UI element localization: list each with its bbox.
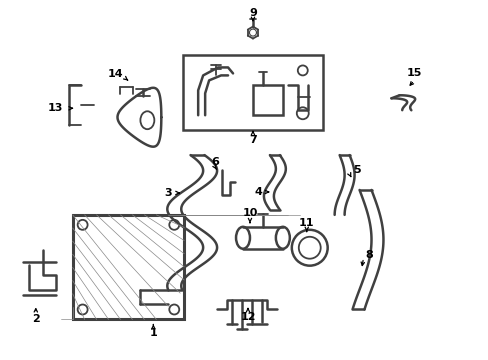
Text: 10: 10 <box>242 208 257 218</box>
Text: 12: 12 <box>240 312 255 323</box>
Text: 3: 3 <box>164 188 172 198</box>
Text: 1: 1 <box>149 328 157 338</box>
Bar <box>252 85 282 115</box>
Text: 5: 5 <box>352 165 360 175</box>
Text: 15: 15 <box>406 68 421 78</box>
Bar <box>183 55 322 130</box>
Text: 7: 7 <box>248 135 256 145</box>
Text: 9: 9 <box>248 8 256 18</box>
Text: 14: 14 <box>107 69 123 80</box>
Text: 6: 6 <box>211 157 219 167</box>
Text: 11: 11 <box>298 218 314 228</box>
Text: 8: 8 <box>365 250 373 260</box>
Text: 2: 2 <box>32 314 40 324</box>
Text: 13: 13 <box>48 103 63 113</box>
Text: 4: 4 <box>253 187 262 197</box>
Bar <box>73 215 184 319</box>
